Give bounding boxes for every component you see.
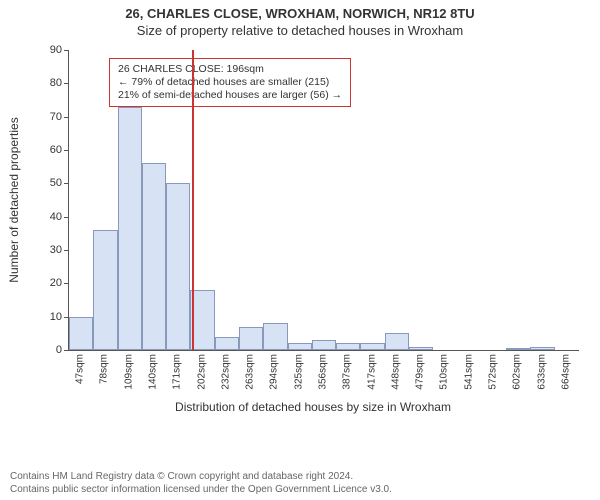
y-tick (64, 83, 69, 84)
histogram-bar (506, 348, 530, 350)
y-tick-label: 20 (34, 277, 62, 289)
histogram-bar (166, 183, 190, 350)
histogram-chart: Number of detached properties 26 CHARLES… (48, 50, 578, 390)
y-tick (64, 283, 69, 284)
annotation-box: 26 CHARLES CLOSE: 196sqm ← 79% of detach… (109, 58, 351, 107)
x-tick-label: 109sqm (123, 354, 134, 390)
x-axis-label: Distribution of detached houses by size … (48, 400, 578, 414)
histogram-bar (215, 337, 239, 350)
x-tick-label: 510sqm (439, 354, 450, 390)
x-tick-label: 263sqm (245, 354, 256, 390)
histogram-bar (69, 317, 93, 350)
marker-line (192, 50, 194, 350)
histogram-bar (360, 343, 384, 350)
y-tick-label: 40 (34, 211, 62, 223)
histogram-bar (142, 163, 166, 350)
histogram-bar (118, 107, 142, 350)
y-tick-label: 60 (34, 144, 62, 156)
histogram-bar (93, 230, 117, 350)
x-tick-label: 171sqm (172, 354, 183, 390)
footer-line-1: Contains HM Land Registry data © Crown c… (10, 470, 392, 483)
histogram-bar (239, 327, 263, 350)
histogram-bar (336, 343, 360, 350)
y-tick (64, 217, 69, 218)
attribution-footer: Contains HM Land Registry data © Crown c… (10, 470, 392, 496)
y-tick-label: 90 (34, 44, 62, 56)
y-tick-label: 80 (34, 77, 62, 89)
y-tick-label: 0 (34, 344, 62, 356)
histogram-bar (288, 343, 312, 350)
histogram-bar (190, 290, 214, 350)
x-tick-label: 232sqm (220, 354, 231, 390)
annotation-line-1: 26 CHARLES CLOSE: 196sqm (118, 63, 342, 76)
x-tick-label: 294sqm (269, 354, 280, 390)
histogram-bar (263, 323, 287, 350)
x-tick-label: 47sqm (75, 354, 86, 384)
x-tick-label: 602sqm (512, 354, 523, 390)
plot-area: 26 CHARLES CLOSE: 196sqm ← 79% of detach… (68, 50, 579, 351)
histogram-bar (530, 347, 554, 350)
y-tick (64, 350, 69, 351)
x-tick-label: 633sqm (536, 354, 547, 390)
histogram-bar (409, 347, 433, 350)
annotation-line-3: 21% of semi-detached houses are larger (… (118, 89, 342, 102)
y-tick-label: 30 (34, 244, 62, 256)
x-tick-label: 479sqm (415, 354, 426, 390)
x-tick-label: 448sqm (390, 354, 401, 390)
x-tick-label: 541sqm (463, 354, 474, 390)
x-tick-label: 202sqm (196, 354, 207, 390)
y-tick-label: 10 (34, 311, 62, 323)
x-tick-label: 325sqm (293, 354, 304, 390)
y-tick (64, 250, 69, 251)
histogram-bar (385, 333, 409, 350)
histogram-bar (312, 340, 336, 350)
footer-line-2: Contains public sector information licen… (10, 483, 392, 496)
x-tick-label: 664sqm (560, 354, 571, 390)
y-tick (64, 150, 69, 151)
y-axis-label: Number of detached properties (7, 117, 21, 282)
y-tick-label: 50 (34, 177, 62, 189)
x-tick-label: 78sqm (99, 354, 110, 384)
page-title: 26, CHARLES CLOSE, WROXHAM, NORWICH, NR1… (0, 6, 600, 23)
y-tick (64, 183, 69, 184)
x-tick-label: 417sqm (366, 354, 377, 390)
x-tick-label: 572sqm (488, 354, 499, 390)
y-tick (64, 50, 69, 51)
x-tick-label: 140sqm (148, 354, 159, 390)
page-subtitle: Size of property relative to detached ho… (0, 23, 600, 40)
y-tick-label: 70 (34, 111, 62, 123)
y-tick (64, 117, 69, 118)
x-tick-label: 387sqm (342, 354, 353, 390)
x-tick-label: 356sqm (318, 354, 329, 390)
annotation-line-2: ← 79% of detached houses are smaller (21… (118, 76, 342, 89)
